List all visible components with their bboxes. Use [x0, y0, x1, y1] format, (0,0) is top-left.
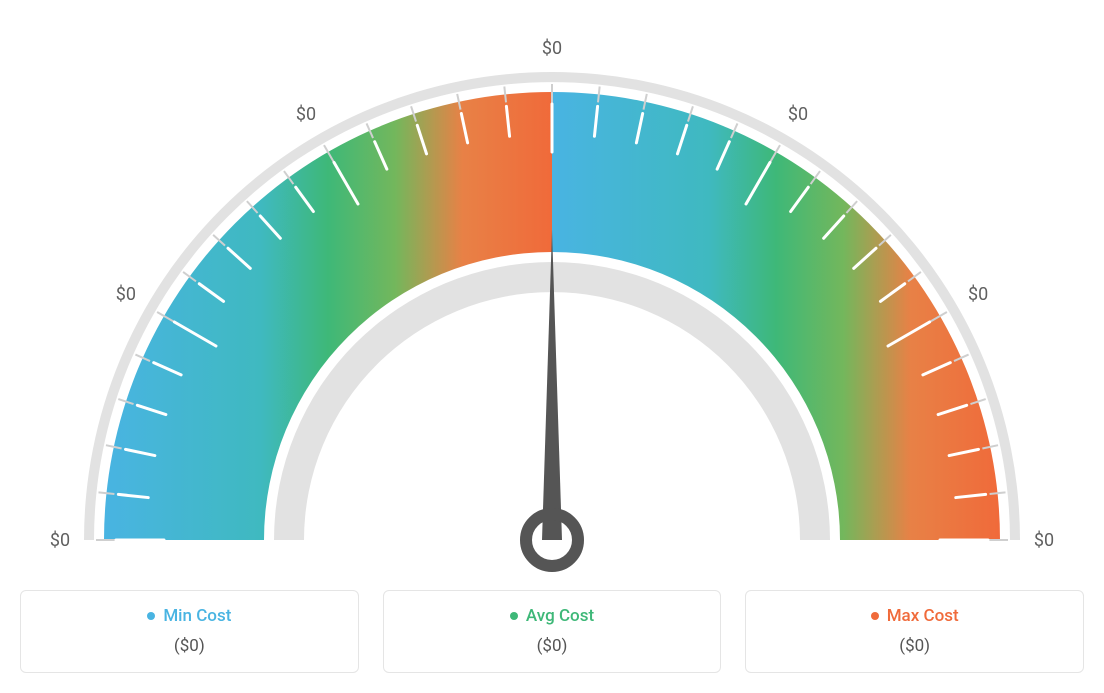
gauge-svg: $0 $0 $0 $0 $0 $0 $0: [20, 20, 1084, 580]
legend-value-min: ($0): [21, 636, 358, 656]
svg-text:$0: $0: [542, 38, 562, 59]
legend-text-min: Min Cost: [163, 606, 231, 626]
svg-text:$0: $0: [50, 530, 70, 551]
legend-value-max: ($0): [746, 636, 1083, 656]
legend-card-max: Max Cost ($0): [745, 590, 1084, 673]
legend-label-max: Max Cost: [871, 606, 959, 626]
legend-card-avg: Avg Cost ($0): [383, 590, 722, 673]
legend-row: Min Cost ($0) Avg Cost ($0) Max Cost ($0…: [20, 590, 1084, 673]
legend-dot-max: [871, 612, 879, 620]
legend-label-avg: Avg Cost: [510, 606, 594, 626]
legend-card-min: Min Cost ($0): [20, 590, 359, 673]
svg-text:$0: $0: [788, 104, 808, 125]
legend-label-min: Min Cost: [147, 606, 231, 626]
legend-dot-min: [147, 612, 155, 620]
legend-text-max: Max Cost: [887, 606, 959, 626]
svg-text:$0: $0: [1034, 530, 1054, 551]
cost-gauge-widget: $0 $0 $0 $0 $0 $0 $0 Min Cost ($0) Avg Cost ($…: [20, 20, 1084, 673]
svg-text:$0: $0: [968, 284, 988, 305]
svg-text:$0: $0: [116, 284, 136, 305]
legend-dot-avg: [510, 612, 518, 620]
svg-text:$0: $0: [296, 104, 316, 125]
gauge-chart: $0 $0 $0 $0 $0 $0 $0: [20, 20, 1084, 580]
legend-value-avg: ($0): [384, 636, 721, 656]
legend-text-avg: Avg Cost: [526, 606, 594, 626]
